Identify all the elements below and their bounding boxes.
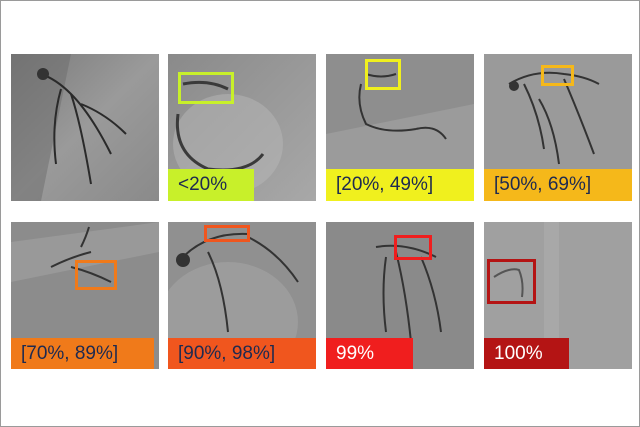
- angiogram-panel-2: <20%: [168, 54, 316, 201]
- angiogram-panel-7: 99%: [326, 222, 474, 369]
- angiogram-panel-4: [50%, 69%]: [484, 54, 632, 201]
- angiogram-panel-8: 100%: [484, 222, 632, 369]
- angiogram-image: [11, 54, 159, 201]
- stenosis-highlight-box: [487, 259, 536, 304]
- stenosis-label: 100%: [484, 338, 569, 369]
- stenosis-highlight-box: [204, 225, 250, 242]
- stenosis-highlight-box: [394, 235, 432, 260]
- stenosis-label: [20%, 49%]: [326, 169, 474, 201]
- stenosis-label: [90%, 98%]: [168, 338, 316, 369]
- stenosis-label: [70%, 89%]: [11, 338, 154, 369]
- angiogram-panel-6: [90%, 98%]: [168, 222, 316, 369]
- stenosis-highlight-box: [541, 65, 574, 86]
- stenosis-highlight-box: [75, 260, 117, 290]
- stenosis-highlight-box: [365, 59, 401, 90]
- stenosis-highlight-box: [178, 72, 234, 104]
- angiogram-panel-3: [20%, 49%]: [326, 54, 474, 201]
- stenosis-label: [50%, 69%]: [484, 169, 632, 201]
- angiogram-panel-5: [70%, 89%]: [11, 222, 159, 369]
- stenosis-label: <20%: [168, 169, 254, 201]
- stenosis-label: 99%: [326, 338, 413, 369]
- angiogram-panel-1: [11, 54, 159, 201]
